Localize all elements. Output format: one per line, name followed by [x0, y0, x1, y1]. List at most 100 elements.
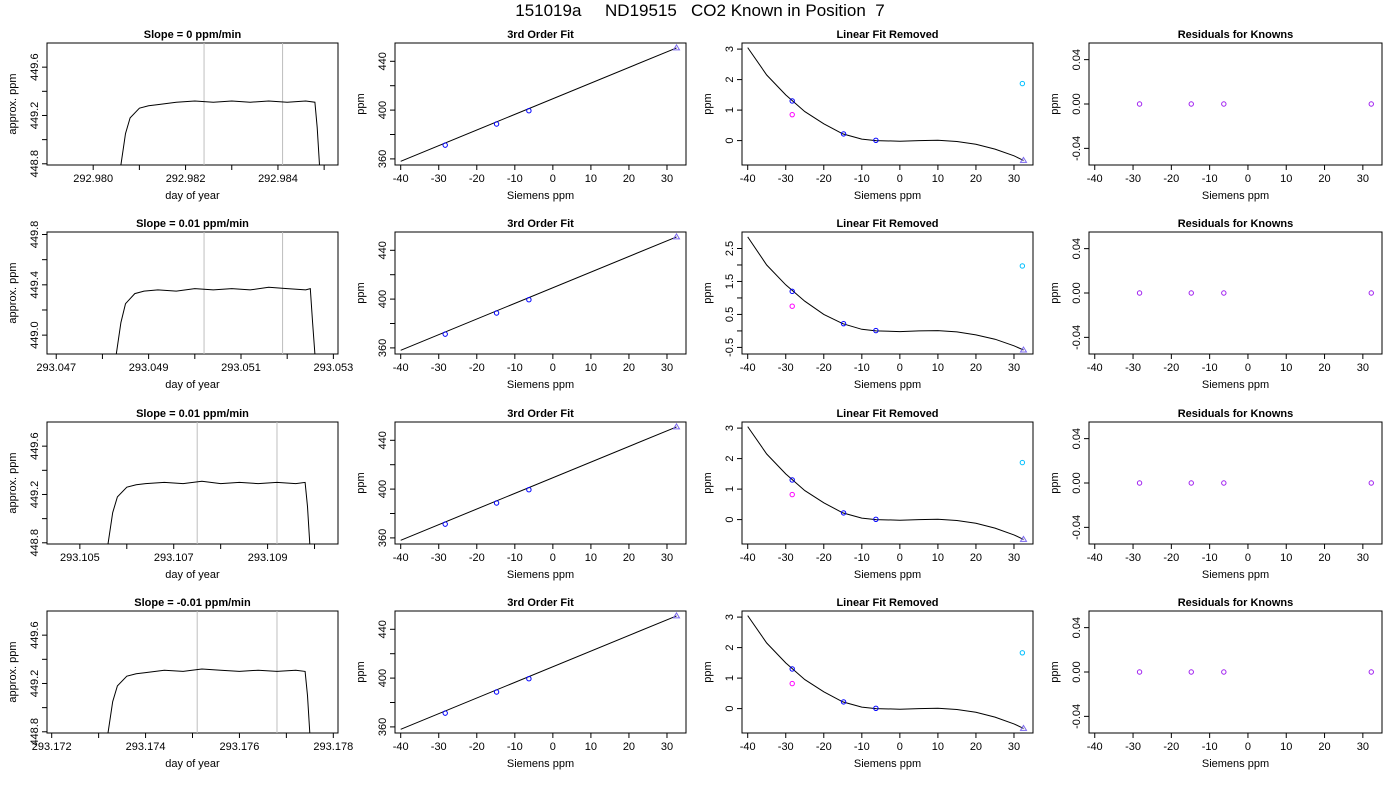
plot-area [400, 232, 681, 351]
data-point [789, 477, 795, 483]
x-tick-label: 0 [550, 173, 556, 185]
y-tick-label: 0 [724, 706, 736, 712]
x-tick-label: -20 [469, 173, 485, 185]
panel-title: Slope = 0 ppm/min [144, 29, 242, 41]
data-point [526, 487, 532, 493]
fit-curve [747, 236, 1024, 351]
x-tick-label: 10 [932, 741, 944, 753]
y-tick-label: 0.00 [1071, 472, 1083, 493]
panel-fit-r1: 3rd Order Fit -40 -30 -20 -10 0 10 20 30 360 400 44… [355, 29, 687, 202]
y-tick-label: 448.8 [29, 718, 41, 746]
panel-residuals-r3: Residuals for Knowns -40 -30 -20 -10 0 10 20 30 -… [1049, 408, 1383, 581]
x-tick-label: -10 [507, 552, 523, 564]
x-tick-label: 0 [897, 173, 903, 185]
panel-linear-removed-r3: Linear Fit Removed -40 -30 -20 -10 0 10 20 30 0 1 2… [702, 408, 1034, 581]
y-tick-label: 400 [377, 480, 389, 498]
x-tick-label: -40 [393, 173, 409, 185]
data-point [873, 516, 879, 522]
plot-frame [741, 42, 1034, 166]
endpoint-marker [1019, 156, 1028, 163]
y-axis-label: ppm [1049, 282, 1061, 303]
data-trace [107, 480, 311, 544]
removed-point [789, 680, 795, 687]
data-point [789, 288, 795, 295]
removed-point [789, 491, 795, 498]
data-point [493, 121, 500, 127]
x-tick-label: 293.051 [221, 362, 261, 374]
data-point [442, 142, 448, 148]
x-axis-label: Siemens ppm [1202, 190, 1269, 202]
x-tick-label: 10 [585, 362, 597, 374]
x-tick-label: 293.174 [126, 741, 166, 753]
x-tick-label: 293.178 [313, 741, 353, 753]
data-point [526, 297, 532, 303]
fit-line [400, 615, 677, 730]
y-tick-label: -0.5 [724, 338, 736, 357]
x-axis-label: Siemens ppm [1202, 379, 1269, 391]
y-tick-label: 2 [724, 77, 736, 83]
x-tick-label: 293.109 [248, 552, 288, 564]
panel-title: 3rd Order Fit [507, 597, 574, 609]
y-tick-label: 0.5 [724, 307, 736, 322]
fit-line [400, 426, 677, 541]
fit-line [400, 236, 677, 351]
x-axis-label: day of year [165, 569, 220, 581]
x-tick-label: -40 [393, 362, 409, 374]
y-tick-label: 449.8 [29, 221, 41, 249]
fit-curve [747, 47, 1024, 161]
x-tick-label: -20 [1163, 552, 1179, 564]
x-axis-label: Siemens ppm [854, 379, 921, 391]
y-tick-label: -0.04 [1071, 515, 1083, 540]
x-tick-label: -30 [778, 173, 794, 185]
endpoint-marker [672, 232, 681, 240]
x-tick-label: 30 [1008, 741, 1020, 753]
y-tick-label: 448.8 [29, 150, 41, 178]
y-tick-label: 449.6 [29, 53, 41, 81]
y-tick-label: 0.04 [1071, 428, 1083, 449]
plot-area [115, 232, 316, 354]
fit-curve [747, 615, 1024, 729]
endpoint-marker [1019, 346, 1028, 353]
removed-point [789, 303, 795, 309]
x-tick-label: 30 [1357, 741, 1369, 753]
x-tick-label: -30 [431, 741, 447, 753]
data-point [1136, 480, 1143, 486]
panel-title: Residuals for Knowns [1178, 597, 1294, 609]
plot-frame [46, 42, 339, 166]
x-tick-label: -40 [740, 173, 756, 185]
x-axis-label: Siemens ppm [507, 379, 574, 391]
panel-title: 3rd Order Fit [507, 218, 574, 230]
x-tick-label: -40 [1087, 173, 1103, 185]
figure-title: 151019a ND19515 CO2 Known in Position 7 [515, 1, 885, 20]
plot-frame [1088, 42, 1383, 166]
data-point [873, 137, 879, 143]
panel-residuals-r2: Residuals for Knowns -40 -30 -20 -10 0 10 20 30 -… [1049, 218, 1383, 391]
x-axis-label: Siemens ppm [854, 569, 921, 581]
data-point [840, 131, 847, 137]
data-point [1368, 480, 1374, 486]
data-point [840, 699, 847, 705]
plot-area [747, 236, 1028, 353]
x-axis-label: Siemens ppm [507, 569, 574, 581]
x-tick-label: -20 [469, 741, 485, 753]
y-tick-label: -0.04 [1071, 325, 1083, 350]
x-axis-label: Siemens ppm [1202, 569, 1269, 581]
y-axis-label: ppm [702, 661, 714, 682]
data-point [1136, 101, 1143, 107]
y-tick-label: 2.5 [724, 241, 736, 256]
x-tick-label: 293.107 [154, 552, 194, 564]
x-tick-label: -10 [507, 173, 523, 185]
panel-title: Linear Fit Removed [836, 29, 938, 41]
x-tick-label: 30 [661, 552, 673, 564]
data-trace [120, 100, 320, 165]
panel-time-series-r1: Slope = 0 ppm/min 292.980 292.982 292.984 44… [7, 29, 339, 202]
y-tick-label: 3 [724, 425, 736, 431]
x-tick-label: -40 [393, 552, 409, 564]
plot-frame [46, 421, 339, 545]
x-tick-label: 0 [897, 552, 903, 564]
x-tick-label: -10 [507, 741, 523, 753]
y-tick-label: 3 [724, 614, 736, 620]
y-tick-label: -0.04 [1071, 704, 1083, 729]
x-tick-label: 0 [550, 552, 556, 564]
x-tick-label: -30 [431, 173, 447, 185]
